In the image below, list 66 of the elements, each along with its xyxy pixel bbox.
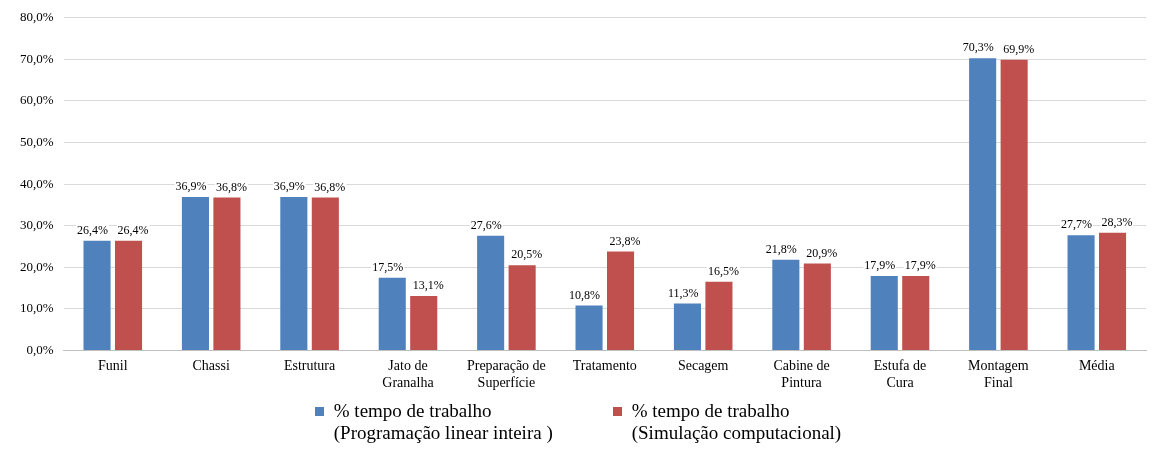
data-label: 17,5%	[372, 259, 404, 274]
bar	[114, 240, 143, 350]
y-tick-label: 40,0%	[19, 175, 54, 191]
bar	[378, 277, 406, 350]
x-tick-label: Chassi	[192, 358, 230, 374]
y-tick-label: 30,0%	[19, 217, 54, 233]
y-tick-label: 20,0%	[19, 258, 54, 274]
bar	[870, 275, 898, 350]
data-label: 21,8%	[765, 241, 797, 256]
data-label: 23,8%	[609, 233, 641, 248]
bar	[508, 265, 536, 350]
y-tick-label: 0,0%	[26, 341, 54, 357]
y-tick-label: 70,0%	[19, 50, 54, 66]
data-label: 36,8%	[314, 179, 346, 194]
data-label: 26,4%	[117, 222, 149, 237]
legend-label: % tempo de trabalho (Simulação computacional)	[631, 400, 842, 444]
x-tick-label: Estrutura	[283, 358, 337, 374]
x-tick-label: Preparação de Superfície	[466, 358, 546, 391]
data-label: 16,5%	[707, 263, 739, 278]
bar	[181, 196, 209, 350]
x-tick-label: Funil	[97, 358, 128, 374]
bar	[83, 240, 111, 350]
y-tick-label: 10,0%	[19, 300, 54, 316]
x-tick-label: Estufa de Cura	[873, 358, 927, 391]
data-label: 10,8%	[569, 287, 601, 302]
data-label: 17,9%	[904, 258, 936, 273]
bar	[705, 281, 733, 350]
bar	[772, 259, 800, 350]
data-label: 11,3%	[667, 285, 699, 300]
bar	[477, 235, 505, 350]
bar	[280, 196, 308, 350]
bar	[969, 58, 997, 350]
data-label: 69,9%	[1003, 41, 1035, 56]
y-tick-label: 60,0%	[19, 92, 54, 108]
bar	[213, 197, 241, 350]
y-tick-label: 80,0%	[19, 9, 54, 25]
x-tick-label: Cabine de Pintura	[773, 358, 830, 391]
data-label: 27,6%	[470, 217, 502, 232]
data-label: 36,8%	[215, 179, 247, 194]
legend-label: % tempo de trabalho (Programação linear inteira )	[333, 400, 553, 444]
bar	[673, 303, 701, 350]
data-label: 17,9%	[864, 258, 896, 273]
data-label: 28,3%	[1101, 214, 1133, 229]
bar	[311, 197, 339, 350]
data-label: 27,7%	[1061, 217, 1093, 232]
bar	[410, 295, 438, 350]
data-label: 36,9%	[273, 179, 305, 194]
bar	[1099, 232, 1127, 350]
bar	[1067, 235, 1095, 350]
x-tick-label: Jato de Granalha	[382, 358, 435, 391]
y-tick-label: 50,0%	[19, 133, 54, 149]
bar	[575, 305, 603, 350]
x-tick-label: Secagem	[677, 358, 729, 374]
data-label: 13,1%	[412, 278, 444, 293]
data-label: 36,9%	[175, 179, 207, 194]
data-label: 20,5%	[511, 247, 543, 262]
data-label: 20,9%	[806, 245, 838, 260]
data-label: 26,4%	[77, 222, 109, 237]
x-tick-label: Tratamento	[572, 358, 637, 374]
bar	[1000, 59, 1028, 350]
bar	[606, 251, 635, 350]
bar	[902, 275, 930, 350]
x-tick-label: Média	[1078, 358, 1116, 374]
bar	[803, 263, 831, 350]
x-tick-label: Montagem Final	[968, 358, 1029, 391]
data-label: 70,3%	[962, 40, 994, 55]
